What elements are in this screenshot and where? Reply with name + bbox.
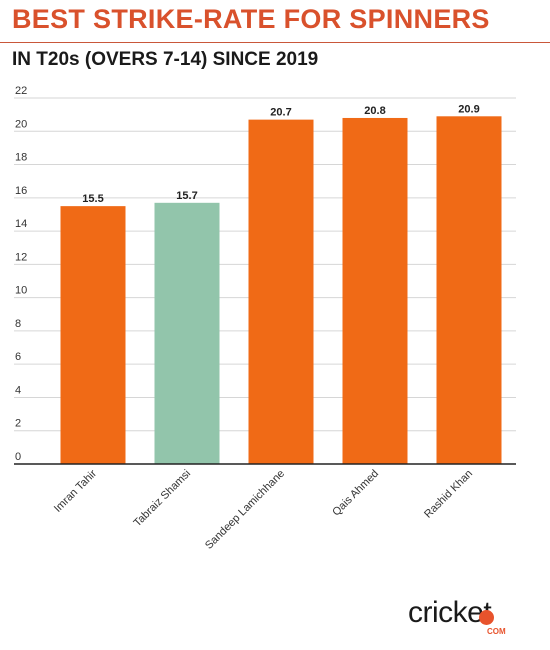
bar-value-label: 20.8: [364, 105, 385, 117]
y-tick-label: 20: [15, 118, 27, 130]
logo-suffix: COM: [487, 627, 506, 636]
x-tick-label: Tabraiz Shamsi: [131, 468, 193, 530]
bar-value-label: 20.7: [270, 107, 291, 119]
bar: [436, 116, 502, 465]
y-tick-label: 22: [15, 85, 27, 97]
y-tick-label: 10: [15, 285, 27, 297]
y-tick-label: 2: [15, 418, 21, 430]
brand-logo: cricket COM: [408, 596, 523, 640]
title-divider: [0, 42, 550, 43]
y-tick-label: 0: [15, 451, 21, 463]
y-tick-label: 8: [15, 318, 21, 330]
y-tick-label: 4: [15, 384, 21, 396]
bar-value-label: 15.5: [82, 193, 103, 205]
y-tick-label: 12: [15, 251, 27, 263]
logo-ball-icon: [479, 610, 494, 625]
bar-value-label: 15.7: [176, 190, 197, 202]
x-tick-label: Rashid Khan: [422, 468, 475, 521]
logo-wordmark: cricket: [408, 596, 492, 629]
bar: [60, 206, 126, 465]
bar-value-label: 20.9: [458, 103, 479, 115]
bar: [248, 119, 314, 465]
y-tick-label: 16: [15, 185, 27, 197]
y-tick-label: 14: [15, 218, 27, 230]
x-tick-label: Qais Ahmed: [330, 468, 381, 519]
y-tick-label: 6: [15, 351, 21, 363]
chart-title: BEST STRIKE-RATE FOR SPINNERS: [12, 4, 490, 34]
y-tick-label: 18: [15, 152, 27, 164]
bar: [154, 202, 220, 465]
chart-subtitle: IN T20s (OVERS 7-14) SINCE 2019: [12, 49, 319, 70]
x-tick-label: Imran Tahir: [52, 467, 99, 514]
bar: [342, 117, 408, 465]
x-tick-label: Sandeep Lamichhane: [203, 468, 287, 552]
